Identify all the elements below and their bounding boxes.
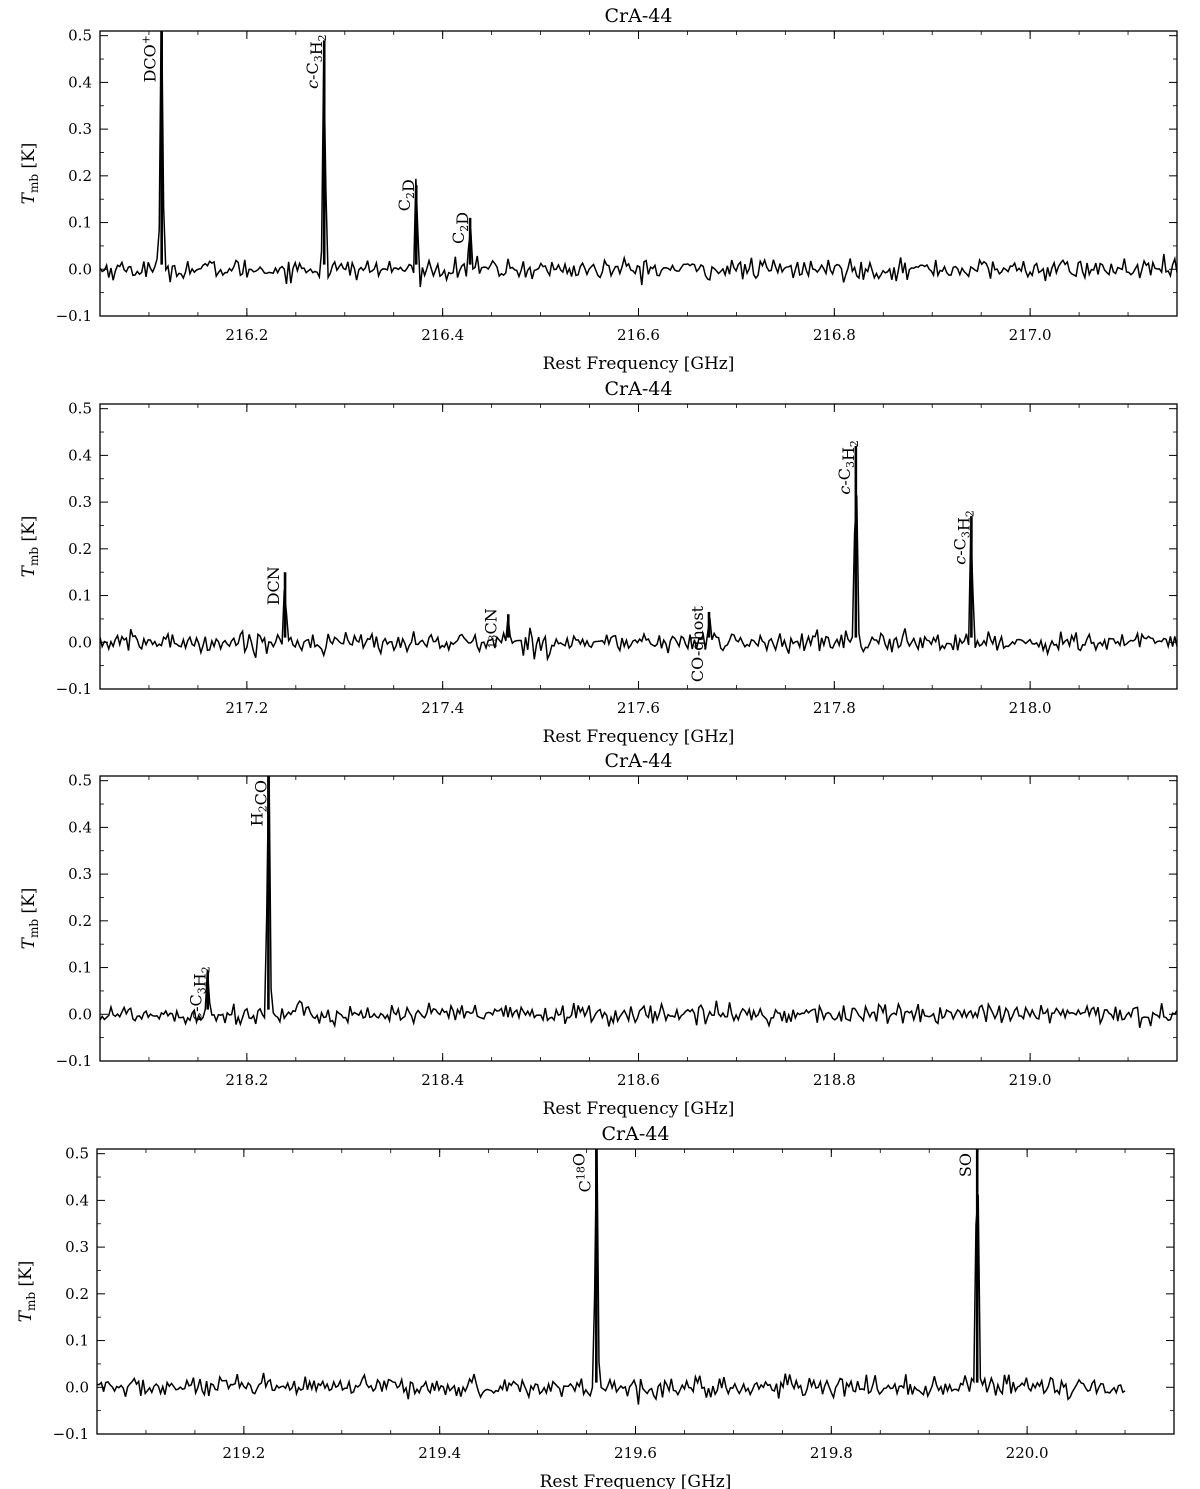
line-label: c-C3H2	[835, 440, 861, 495]
x-tick-label: 217.6	[617, 699, 660, 717]
panel-1: CrA-44 216.2 216.4 216.6 216.8 217.0 −0.1 0.0 0.…	[19, 5, 1178, 374]
x-tick-label: 216.8	[813, 326, 856, 344]
x-tick-label: 217.0	[1009, 326, 1052, 344]
y-tick-label: −0.1	[53, 1425, 89, 1443]
x-tick-label: 216.4	[421, 326, 464, 344]
panel-title: CrA-44	[602, 1123, 670, 1145]
y-axis-label: Tmb [K]	[19, 143, 41, 205]
y-tick-label: −0.1	[56, 307, 92, 325]
x-tick-label: 216.6	[617, 326, 660, 344]
line-label: DCO+	[140, 35, 160, 82]
x-tick-label: 217.2	[225, 699, 268, 717]
y-axis-label: Tmb [K]	[19, 888, 41, 950]
panel-title: CrA-44	[605, 750, 673, 772]
y-tick-label: 0.1	[68, 587, 92, 605]
x-tick-label: 218.4	[421, 1071, 464, 1089]
y-tick-label: 0.2	[68, 912, 92, 930]
spectrum-line	[97, 1149, 1126, 1405]
x-tick-label: 217.8	[813, 699, 856, 717]
line-label: C2D	[449, 212, 472, 244]
line-label: DCN	[264, 566, 283, 605]
y-tick-label: −0.1	[56, 1052, 92, 1070]
x-axis-label: Rest Frequency [GHz]	[543, 1099, 735, 1119]
x-tick-label: 220.0	[1006, 1444, 1049, 1462]
panel-2: CrA-44 217.2 217.4 217.6 217.8 218.0 −0.1 0.0 0.…	[19, 378, 1178, 747]
x-axis-label: Rest Frequency [GHz]	[540, 1472, 732, 1489]
y-tick-label: 0.1	[65, 1332, 89, 1350]
y-tick-label: 0.4	[65, 1191, 89, 1209]
x-tick-label: 218.8	[813, 1071, 856, 1089]
panel-title: CrA-44	[605, 378, 673, 400]
panel-3: CrA-44 218.2 218.4 218.6 218.8 219.0 −0.1 0.0 0.…	[19, 750, 1178, 1119]
x-tick-label: 219.4	[418, 1444, 461, 1462]
line-label: c-C3H2	[950, 510, 976, 565]
y-tick-label: 0.3	[65, 1238, 89, 1256]
y-tick-label: 0.5	[68, 400, 92, 418]
x-axis-label: Rest Frequency [GHz]	[543, 354, 735, 374]
y-tick-label: 0.0	[68, 1005, 92, 1023]
x-tick-label: 219.8	[810, 1444, 853, 1462]
x-tick-label: 219.2	[222, 1444, 265, 1462]
y-tick-label: 0.4	[68, 818, 92, 836]
panel-title: CrA-44	[605, 5, 673, 27]
panel-4: CrA-44 219.2 219.4 219.6 219.8 220.0 −0.1 0.0 0.…	[16, 1123, 1175, 1489]
x-tick-label: 217.4	[421, 699, 464, 717]
y-tick-label: 0.0	[68, 260, 92, 278]
y-tick-label: 0.2	[68, 167, 92, 185]
plot-frame	[99, 403, 1178, 690]
spectrum-line	[100, 495, 1177, 662]
y-axis-label: Tmb [K]	[19, 516, 41, 578]
x-tick-label: 218.6	[617, 1071, 660, 1089]
y-tick-label: 0.1	[68, 959, 92, 977]
y-tick-label: 0.4	[68, 446, 92, 464]
spectrum-line	[100, 776, 1177, 1029]
y-tick-label: 0.3	[68, 120, 92, 138]
line-label: c-C3H2	[187, 966, 213, 1021]
line-label: c-C3H2	[303, 34, 329, 89]
y-tick-label: 0.1	[68, 214, 92, 232]
line-label: C2D	[395, 179, 418, 211]
y-tick-label: 0.2	[65, 1285, 89, 1303]
x-tick-label: 219.0	[1009, 1071, 1052, 1089]
line-label: 13CN	[481, 608, 500, 648]
line-label: CO-ghost	[688, 605, 707, 682]
y-tick-label: 0.3	[68, 865, 92, 883]
y-tick-label: 0.4	[68, 73, 92, 91]
x-tick-label: 219.6	[614, 1444, 657, 1462]
line-label: C18O	[569, 1153, 594, 1192]
x-tick-label: 218.2	[225, 1071, 268, 1089]
spectrum-line	[100, 31, 1177, 288]
y-tick-label: 0.5	[65, 1145, 89, 1163]
x-axis-label: Rest Frequency [GHz]	[543, 727, 735, 747]
y-tick-label: 0.0	[68, 633, 92, 651]
plot-frame	[96, 1148, 1175, 1435]
plot-frame	[99, 30, 1178, 317]
y-tick-label: 0.2	[68, 540, 92, 558]
y-tick-label: 0.5	[68, 27, 92, 45]
x-tick-label: 216.2	[225, 326, 268, 344]
line-label: SO	[956, 1153, 975, 1177]
x-tick-label: 218.0	[1009, 699, 1052, 717]
y-tick-label: −0.1	[56, 680, 92, 698]
y-tick-label: 0.3	[68, 493, 92, 511]
line-label: H2CO	[247, 780, 270, 826]
y-tick-label: 0.0	[65, 1378, 89, 1396]
y-tick-label: 0.5	[68, 772, 92, 790]
y-axis-label: Tmb [K]	[16, 1261, 38, 1323]
